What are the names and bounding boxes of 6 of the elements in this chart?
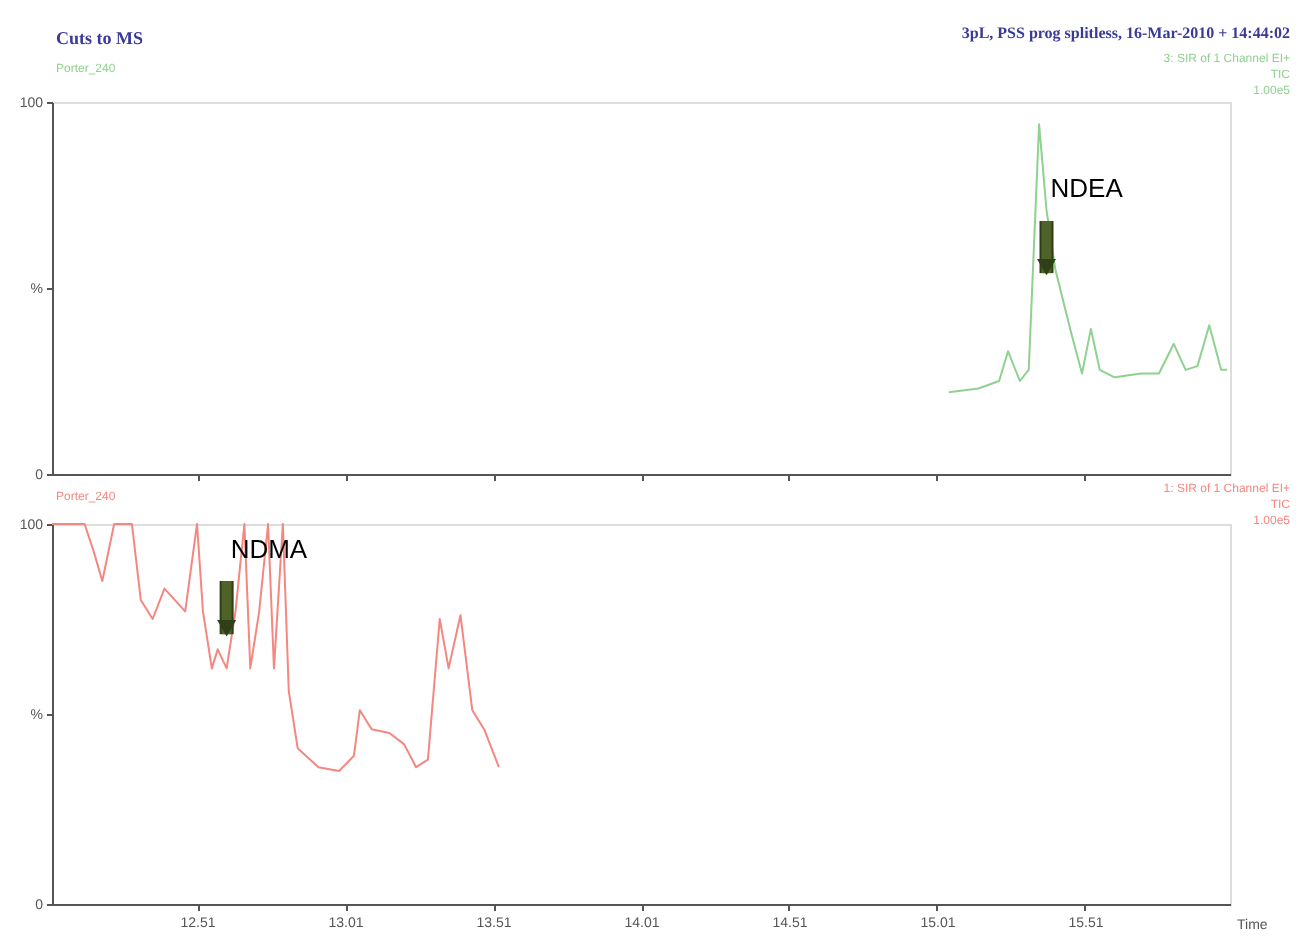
text: 3pL, PSS prog splitless, 16-Mar-2010 + 14:44:02	[961, 24, 1290, 42]
line-series	[947, 123, 1229, 394]
chart-title: Cuts to MS	[56, 28, 144, 48]
annotation: NDEA	[1050, 173, 1124, 204]
line-series	[51, 523, 500, 772]
annotation: NDMA	[230, 534, 308, 565]
